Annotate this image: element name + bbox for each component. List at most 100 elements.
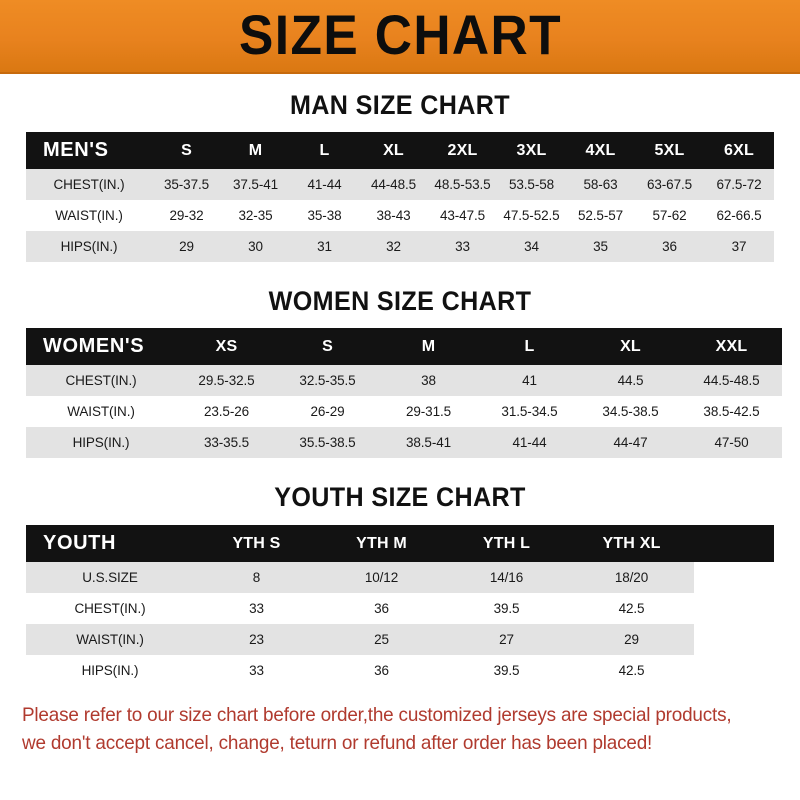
man-row-label: CHEST(IN.)	[26, 169, 152, 200]
man-measurement-cell: 37	[704, 231, 774, 262]
youth-size-table: YOUTH YTH S YTH M YTH L YTH XL U.S.SIZE 8 10/12…	[26, 525, 774, 686]
table-row: WAIST(IN.) 29-32 32-35 35-38 38-43 43-47.5 47.…	[26, 200, 774, 231]
youth-size-table-wrap: YOUTH YTH S YTH M YTH L YTH XL U.S.SIZE 8 10/12…	[26, 525, 774, 686]
women-measurement-cell: 34.5-38.5	[580, 396, 681, 427]
women-measurement-cell: 38.5-41	[378, 427, 479, 458]
man-measurement-cell: 63-67.5	[635, 169, 704, 200]
youth-header-filler	[694, 525, 774, 562]
youth-size-header: YTH XL	[569, 525, 694, 562]
women-measurement-cell: 32.5-35.5	[277, 365, 378, 396]
man-measurement-cell: 38-43	[359, 200, 428, 231]
man-measurement-cell: 32	[359, 231, 428, 262]
man-measurement-cell: 33	[428, 231, 497, 262]
man-measurement-cell: 53.5-58	[497, 169, 566, 200]
man-corner-label: MEN'S	[26, 132, 152, 169]
youth-row-filler	[694, 562, 774, 593]
women-measurement-cell: 29-31.5	[378, 396, 479, 427]
women-measurement-cell: 33-35.5	[176, 427, 277, 458]
table-row: HIPS(IN.) 29 30 31 32 33 34 35 36 37	[26, 231, 774, 262]
women-measurement-cell: 31.5-34.5	[479, 396, 580, 427]
man-size-header: 6XL	[704, 132, 774, 169]
youth-corner-label: YOUTH	[26, 525, 194, 562]
women-measurement-cell: 38	[378, 365, 479, 396]
man-size-header: 4XL	[566, 132, 635, 169]
man-size-header: 5XL	[635, 132, 704, 169]
youth-size-header: YTH L	[444, 525, 569, 562]
youth-header-row: YOUTH YTH S YTH M YTH L YTH XL	[26, 525, 774, 562]
table-row: CHEST(IN.) 29.5-32.5 32.5-35.5 38 41 44.5 44.5…	[26, 365, 782, 396]
youth-measurement-cell: 42.5	[569, 593, 694, 624]
man-measurement-cell: 30	[221, 231, 290, 262]
youth-measurement-cell: 36	[319, 655, 444, 686]
women-size-header: XXL	[681, 328, 782, 365]
youth-measurement-cell: 39.5	[444, 593, 569, 624]
women-header-row: WOMEN'S XS S M L XL XXL	[26, 328, 782, 365]
youth-row-filler	[694, 655, 774, 686]
man-size-header: L	[290, 132, 359, 169]
man-measurement-cell: 37.5-41	[221, 169, 290, 200]
man-measurement-cell: 57-62	[635, 200, 704, 231]
man-measurement-cell: 62-66.5	[704, 200, 774, 231]
man-measurement-cell: 58-63	[566, 169, 635, 200]
table-row: HIPS(IN.) 33-35.5 35.5-38.5 38.5-41 41-44 44-…	[26, 427, 782, 458]
man-size-table-wrap: MEN'S S M L XL 2XL 3XL 4XL 5XL 6XL CHEST(IN.) 35-37…	[26, 132, 774, 262]
man-measurement-cell: 35	[566, 231, 635, 262]
footer-line-2: we don't accept cancel, change, teturn o…	[22, 731, 653, 754]
youth-section-title: YOUTH SIZE CHART	[274, 482, 526, 512]
youth-row-label: U.S.SIZE	[26, 562, 194, 593]
man-row-label: HIPS(IN.)	[26, 231, 152, 262]
man-measurement-cell: 41-44	[290, 169, 359, 200]
women-measurement-cell: 47-50	[681, 427, 782, 458]
man-size-header: S	[152, 132, 221, 169]
table-row: WAIST(IN.) 23.5-26 26-29 29-31.5 31.5-34.5 34…	[26, 396, 782, 427]
table-row: HIPS(IN.) 33 36 39.5 42.5	[26, 655, 774, 686]
man-size-header: M	[221, 132, 290, 169]
man-measurement-cell: 43-47.5	[428, 200, 497, 231]
women-measurement-cell: 38.5-42.5	[681, 396, 782, 427]
man-size-header: 3XL	[497, 132, 566, 169]
man-measurement-cell: 35-38	[290, 200, 359, 231]
women-size-header: L	[479, 328, 580, 365]
women-measurement-cell: 41	[479, 365, 580, 396]
youth-measurement-cell: 36	[319, 593, 444, 624]
man-measurement-cell: 34	[497, 231, 566, 262]
women-measurement-cell: 44.5-48.5	[681, 365, 782, 396]
women-measurement-cell: 29.5-32.5	[176, 365, 277, 396]
women-table-body: WOMEN'S XS S M L XL XXL CHEST(IN.) 29.5-32.5 32.5…	[26, 328, 782, 458]
women-size-table-wrap: WOMEN'S XS S M L XL XXL CHEST(IN.) 29.5-32.5 32.5…	[26, 328, 782, 458]
youth-measurement-cell: 33	[194, 655, 319, 686]
man-measurement-cell: 52.5-57	[566, 200, 635, 231]
footer-disclaimer: Please refer to our size chart before or…	[22, 702, 755, 757]
women-row-label: WAIST(IN.)	[26, 396, 176, 427]
man-section-title: MAN SIZE CHART	[289, 90, 511, 120]
youth-measurement-cell: 18/20	[569, 562, 694, 593]
youth-row-filler	[694, 624, 774, 655]
youth-measurement-cell: 29	[569, 624, 694, 655]
women-row-label: HIPS(IN.)	[26, 427, 176, 458]
man-header-row: MEN'S S M L XL 2XL 3XL 4XL 5XL 6XL	[26, 132, 774, 169]
women-size-table: WOMEN'S XS S M L XL XXL CHEST(IN.) 29.5-32.5 32.5…	[26, 328, 782, 458]
women-size-header: S	[277, 328, 378, 365]
table-row: CHEST(IN.) 35-37.5 37.5-41 41-44 44-48.5 48.5…	[26, 169, 774, 200]
youth-measurement-cell: 42.5	[569, 655, 694, 686]
women-size-header: XL	[580, 328, 681, 365]
table-row: U.S.SIZE 8 10/12 14/16 18/20	[26, 562, 774, 593]
women-measurement-cell: 41-44	[479, 427, 580, 458]
youth-row-label: CHEST(IN.)	[26, 593, 194, 624]
women-measurement-cell: 44-47	[580, 427, 681, 458]
women-corner-label: WOMEN'S	[26, 328, 176, 365]
women-measurement-cell: 35.5-38.5	[277, 427, 378, 458]
youth-measurement-cell: 25	[319, 624, 444, 655]
youth-measurement-cell: 10/12	[319, 562, 444, 593]
women-size-header: M	[378, 328, 479, 365]
table-row: WAIST(IN.) 23 25 27 29	[26, 624, 774, 655]
page-banner: SIZE CHART	[0, 0, 800, 74]
women-row-label: CHEST(IN.)	[26, 365, 176, 396]
youth-row-label: HIPS(IN.)	[26, 655, 194, 686]
man-measurement-cell: 31	[290, 231, 359, 262]
women-measurement-cell: 23.5-26	[176, 396, 277, 427]
man-measurement-cell: 36	[635, 231, 704, 262]
man-measurement-cell: 67.5-72	[704, 169, 774, 200]
page-title: SIZE CHART	[238, 3, 562, 66]
youth-row-filler	[694, 593, 774, 624]
